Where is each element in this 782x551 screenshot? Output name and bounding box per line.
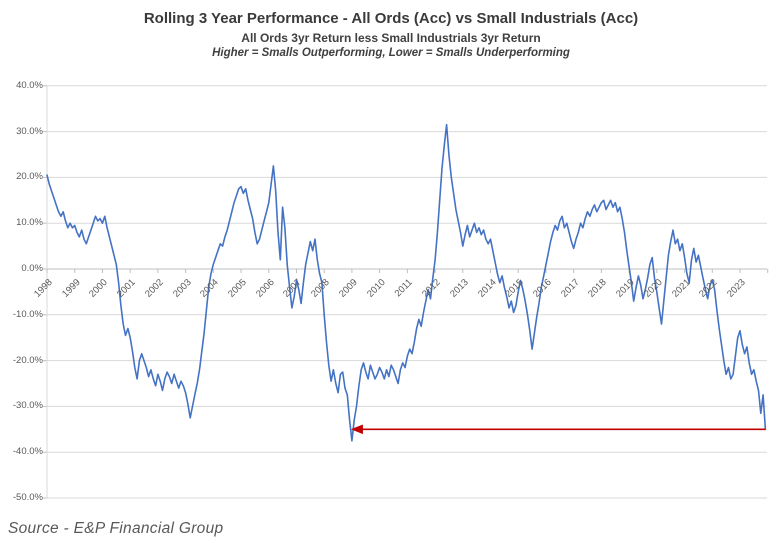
y-axis-label: -40.0% <box>12 446 43 458</box>
y-axis-label: -30.0% <box>12 400 43 412</box>
y-axis-label: 20.0% <box>16 171 43 183</box>
y-axis-label: 30.0% <box>16 125 43 137</box>
performance-line <box>46 123 767 442</box>
y-axis-label: -50.0% <box>12 492 43 503</box>
y-axis-label: -20.0% <box>12 354 43 366</box>
y-axis-label: -10.0% <box>12 308 43 320</box>
chart-subtitle: All Ords 3yr Return less Small Industria… <box>241 31 541 45</box>
chart-title: Rolling 3 Year Performance - All Ords (A… <box>143 10 639 27</box>
trough-arrow-head <box>350 424 363 435</box>
y-axis-label: 10.0% <box>16 217 43 229</box>
y-axis-label: 40.0% <box>16 79 43 91</box>
y-axis-label: 0.0% <box>21 263 43 274</box>
source-attribution: Source - E&P Financial Group <box>8 520 224 537</box>
chart-note: Higher = Smalls Outperforming, Lower = S… <box>212 47 570 59</box>
